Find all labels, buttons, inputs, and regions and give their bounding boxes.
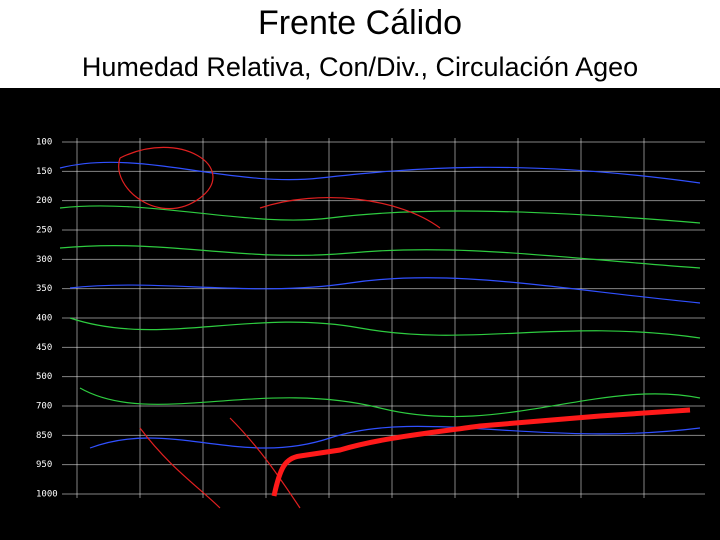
pressure-label: 700 — [36, 402, 52, 412]
pressure-label: 850 — [36, 431, 52, 441]
contours — [59, 146, 701, 509]
pressure-label: 350 — [36, 284, 52, 294]
pressure-label: 250 — [36, 226, 52, 236]
pressure-label: 500 — [36, 372, 52, 382]
pressure-label: 1000 — [36, 490, 58, 500]
image-background — [0, 88, 720, 540]
pressure-label: 400 — [36, 314, 52, 324]
pressure-label: 100 — [36, 138, 52, 148]
pressure-label: 950 — [36, 460, 52, 470]
pressure-label: 150 — [36, 167, 52, 177]
pressure-label: 450 — [36, 343, 52, 353]
cross-section-image: 100 150 200 250 300 350 400 450 500 700 850 950 1000 — [0, 88, 720, 540]
slide-title: Frente Cálido — [257, 4, 463, 42]
slide-subtitle: Humedad Relativa, Con/Div., Circulación … — [81, 52, 639, 82]
front-line — [271, 407, 691, 497]
image-grid — [62, 138, 705, 498]
pressure-labels: 100 150 200 250 300 350 400 450 500 700 850 950 1000 — [36, 138, 58, 500]
pressure-label: 300 — [36, 255, 52, 265]
pressure-label: 200 — [36, 196, 52, 206]
